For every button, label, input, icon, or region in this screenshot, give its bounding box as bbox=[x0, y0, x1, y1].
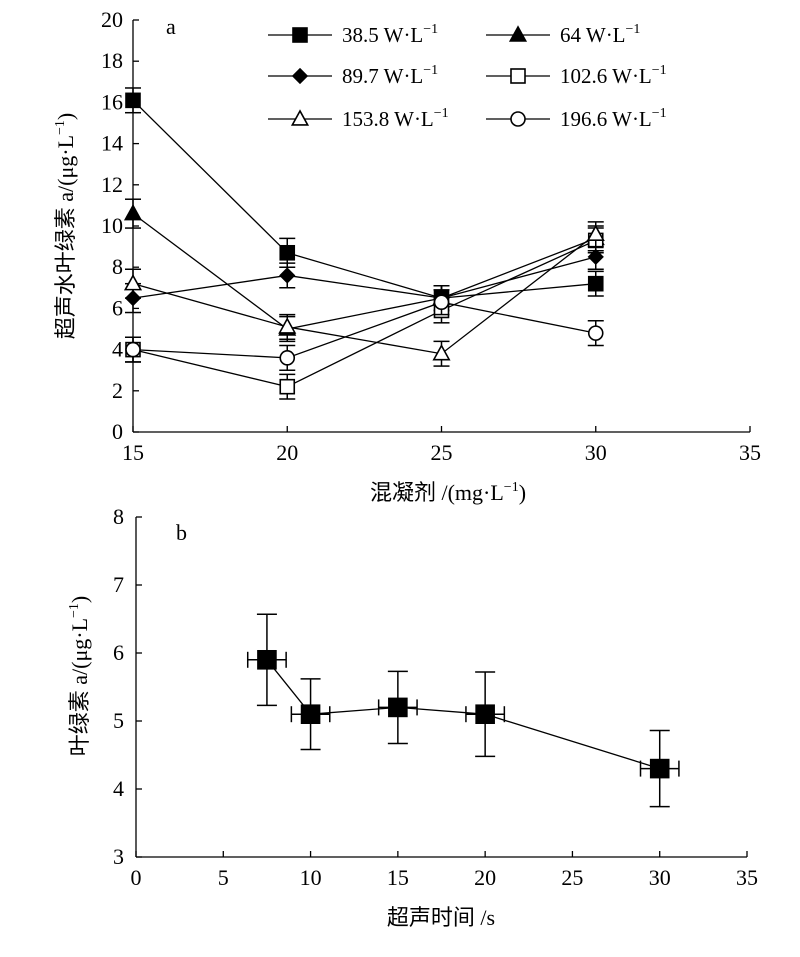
data-point bbox=[125, 92, 141, 109]
panel-b-chart: b 超声时间 /s 叶绿素 a/(μg·L−1) 0 5 10 15 20 25 30 35 … bbox=[67, 504, 758, 930]
panel-a-chart: a 混凝剂 /(mg·L−1) 超声水叶绿素 a/(μg·L−1) 15 20 25… bbox=[53, 7, 761, 505]
legend-item: 89.7 W·L−1 bbox=[268, 63, 438, 88]
data-point bbox=[586, 224, 605, 241]
panel-a-x-tick-label: 35 bbox=[739, 440, 761, 465]
panel-b-series-1 bbox=[246, 613, 680, 808]
data-point bbox=[279, 350, 296, 366]
panel-b-x-tick-label: 0 bbox=[131, 865, 142, 890]
panel-a-y-axis-title: 超声水叶绿素 a/(μg·L−1) bbox=[53, 113, 78, 340]
panel-b-x-tick-label: 15 bbox=[387, 865, 409, 890]
legend-item: 64 W·L−1 bbox=[486, 22, 640, 47]
data-point bbox=[587, 325, 604, 341]
legend-marker bbox=[508, 25, 528, 42]
data-point bbox=[123, 273, 143, 291]
panel-a-y-tick-label: 14 bbox=[101, 131, 123, 156]
panel-a-x-tick-label: 20 bbox=[276, 440, 298, 465]
panel-a-x-ticks: 15 20 25 30 35 bbox=[122, 426, 761, 465]
data-point bbox=[257, 649, 277, 670]
legend-item: 153.8 W·L−1 bbox=[268, 106, 449, 131]
panel-b-x-tick-label: 20 bbox=[474, 865, 496, 890]
panel-b-x-tick-label: 25 bbox=[561, 865, 583, 890]
legend-marker bbox=[291, 67, 309, 85]
series-line bbox=[132, 301, 596, 359]
panel-b-y-tick-label: 5 bbox=[113, 708, 124, 733]
panel-a-y-tick-label: 2 bbox=[112, 378, 123, 403]
data-point bbox=[278, 317, 297, 334]
data-point bbox=[475, 704, 495, 725]
data-point bbox=[279, 267, 296, 284]
panel-a-x-tick-label: 15 bbox=[122, 440, 144, 465]
panel-a-x-tick-label: 30 bbox=[585, 440, 607, 465]
panel-a-legend: 38.5 W·L−1 64 W·L−1 89.7 W·L−1 102.6 W·L−1 1… bbox=[268, 22, 667, 131]
data-point bbox=[649, 758, 670, 779]
panel-b-y-tick-label: 4 bbox=[113, 776, 124, 801]
panel-a-series-5 bbox=[123, 221, 605, 367]
legend-marker bbox=[292, 27, 308, 43]
data-point bbox=[587, 275, 604, 292]
data-point bbox=[279, 378, 296, 395]
legend-item: 102.6 W·L−1 bbox=[486, 63, 667, 88]
panel-a-x-axis-title: 混凝剂 /(mg·L−1) bbox=[370, 480, 526, 505]
panel-b-x-tick-label: 30 bbox=[649, 865, 671, 890]
panel-a-y-tick-label: 6 bbox=[112, 295, 123, 320]
data-point bbox=[300, 704, 321, 725]
panel-a-y-tick-label: 0 bbox=[112, 419, 123, 444]
series-line bbox=[132, 213, 596, 330]
panel-a-y-tick-label: 4 bbox=[112, 337, 123, 362]
panel-b-label: b bbox=[176, 520, 187, 545]
legend-item: 38.5 W·L−1 bbox=[268, 22, 438, 47]
panel-a-x-tick-label: 25 bbox=[431, 440, 453, 465]
panel-b-y-axis-title: 叶绿素 a/(μg·L−1) bbox=[67, 596, 92, 757]
legend-marker bbox=[510, 111, 526, 127]
panel-b-y-ticks: 3 4 5 6 7 8 bbox=[113, 504, 142, 869]
legend-label: 64 W·L−1 bbox=[560, 22, 640, 47]
series-line bbox=[132, 239, 597, 388]
legend-label: 38.5 W·L−1 bbox=[342, 22, 438, 47]
legend-item: 196.6 W·L−1 bbox=[486, 106, 667, 131]
legend-label: 196.6 W·L−1 bbox=[560, 106, 667, 131]
legend-marker bbox=[290, 109, 310, 126]
panel-b-x-tick-label: 5 bbox=[218, 865, 229, 890]
panel-a-series bbox=[123, 87, 605, 400]
data-point bbox=[125, 341, 141, 358]
panel-b-series bbox=[246, 613, 680, 808]
panel-b-y-tick-label: 7 bbox=[113, 572, 124, 597]
legend-label: 89.7 W·L−1 bbox=[342, 63, 438, 88]
panel-a-y-tick-label: 10 bbox=[101, 213, 123, 238]
panel-b-y-tick-label: 6 bbox=[113, 640, 124, 665]
legend-marker bbox=[510, 68, 526, 84]
panel-b-y-tick-label: 8 bbox=[113, 504, 124, 529]
panel-a-label: a bbox=[166, 14, 176, 39]
legend-label: 153.8 W·L−1 bbox=[342, 106, 449, 131]
data-point bbox=[433, 294, 450, 311]
panel-b-x-tick-label: 35 bbox=[736, 865, 758, 890]
data-point bbox=[388, 697, 408, 718]
panel-a-y-tick-label: 20 bbox=[101, 7, 123, 32]
data-point bbox=[123, 203, 143, 221]
series-line bbox=[132, 256, 596, 299]
panel-a-y-ticks: 0 2 4 6 8 10 12 14 16 18 20 bbox=[101, 7, 139, 444]
panel-a-y-tick-label: 18 bbox=[101, 48, 123, 73]
panel-a-series-3 bbox=[124, 243, 604, 314]
panel-a-y-tick-label: 12 bbox=[101, 172, 123, 197]
data-point bbox=[279, 244, 296, 261]
panel-b-x-ticks: 0 5 10 15 20 25 30 35 bbox=[131, 851, 758, 890]
series-line bbox=[132, 99, 596, 299]
panel-b-y-tick-label: 3 bbox=[113, 844, 124, 869]
legend-label: 102.6 W·L−1 bbox=[560, 63, 667, 88]
panel-b-x-axis-title: 超声时间 /s bbox=[387, 905, 495, 930]
data-point bbox=[432, 344, 451, 361]
panel-a-series-6 bbox=[125, 289, 604, 371]
series-line bbox=[132, 233, 597, 355]
panel-a-y-tick-label: 16 bbox=[101, 89, 123, 114]
panel-b-x-tick-label: 10 bbox=[300, 865, 322, 890]
panel-a-y-tick-label: 8 bbox=[112, 254, 123, 279]
